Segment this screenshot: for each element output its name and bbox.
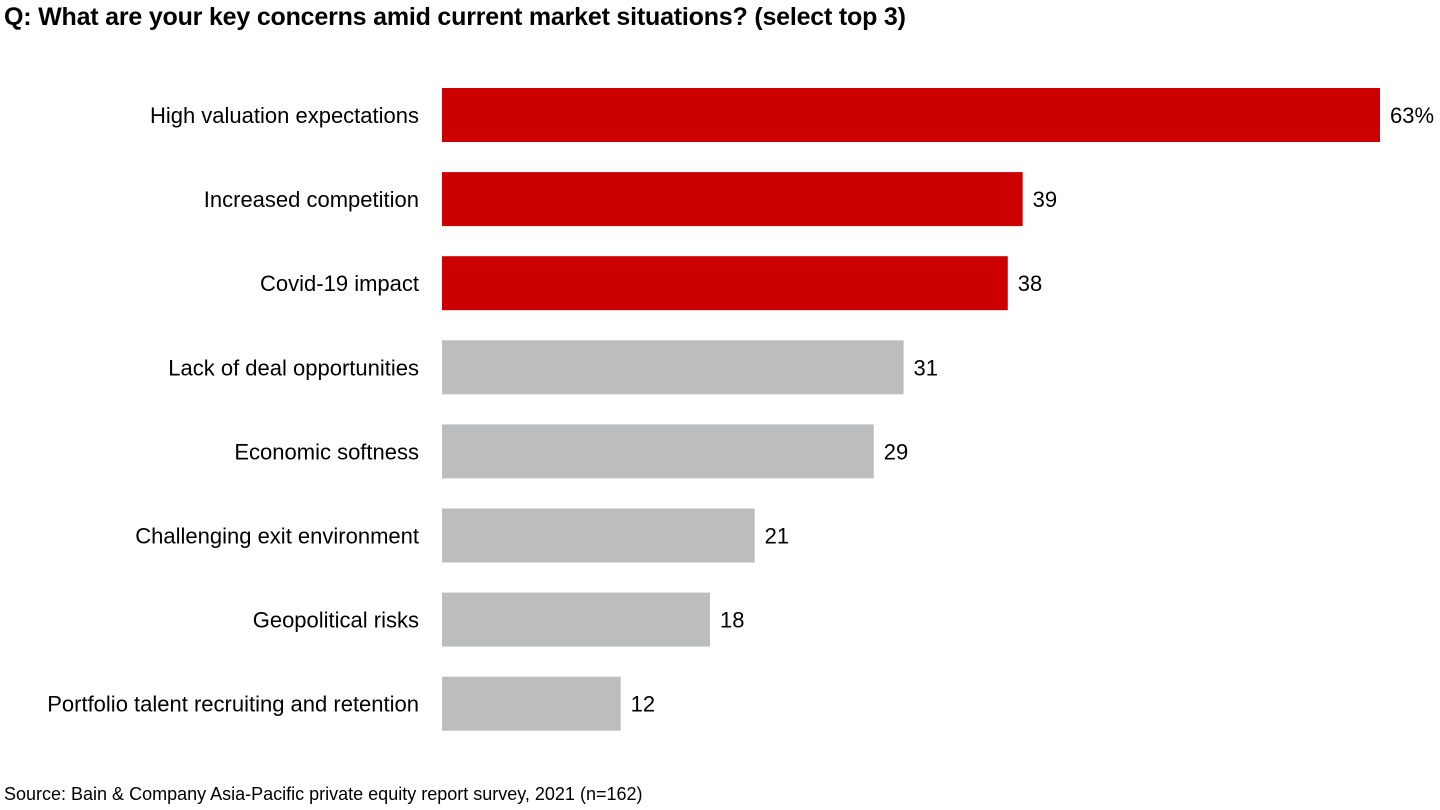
data-label: 12 (631, 692, 655, 717)
category-label: Increased competition (204, 187, 419, 212)
data-label: 38 (1018, 271, 1042, 296)
category-label: Portfolio talent recruiting and retentio… (47, 692, 419, 717)
bar (442, 172, 1023, 227)
data-label: 39 (1033, 187, 1057, 212)
data-label: 18 (720, 608, 744, 633)
category-label: Economic softness (234, 439, 419, 464)
bar (442, 256, 1008, 311)
bar (442, 340, 904, 395)
bar (442, 88, 1380, 142)
bar (442, 592, 710, 647)
bar (442, 676, 621, 731)
category-label: Geopolitical risks (253, 608, 419, 633)
category-label: Covid-19 impact (260, 271, 419, 296)
source-note: Source: Bain & Company Asia-Pacific priv… (4, 784, 643, 804)
data-label: 21 (765, 524, 789, 549)
data-label: 63% (1390, 103, 1434, 128)
category-label: Challenging exit environment (135, 524, 419, 549)
data-label: 31 (914, 355, 938, 380)
category-label: High valuation expectations (150, 103, 419, 128)
chart-title: Q: What are your key concerns amid curre… (4, 3, 906, 31)
category-label: Lack of deal opportunities (168, 355, 419, 380)
bar (442, 508, 755, 563)
data-label: 29 (884, 439, 908, 464)
bar (442, 424, 874, 479)
